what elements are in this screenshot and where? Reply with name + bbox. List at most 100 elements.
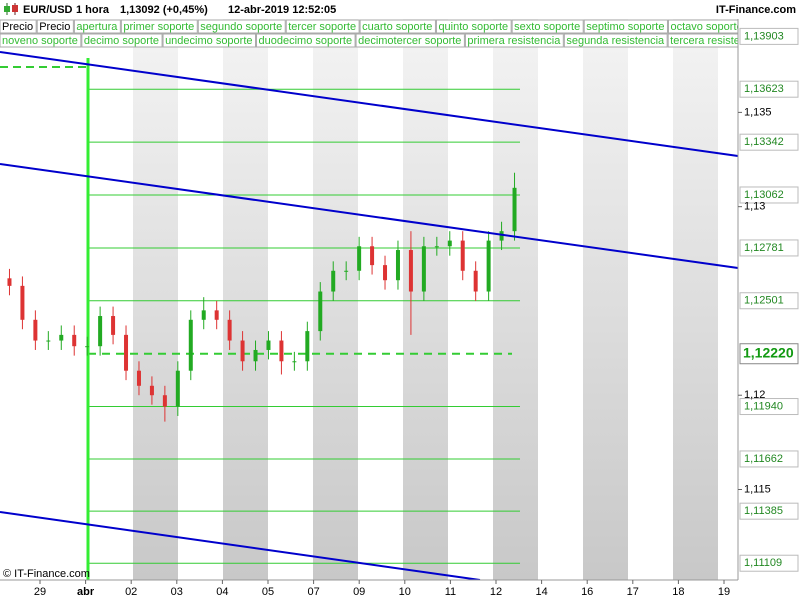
level-label-box bbox=[739, 398, 799, 416]
candle-body bbox=[33, 319, 38, 341]
legend-box bbox=[36, 19, 74, 34]
time-axis-labels: 29 abr 02 03 04 05 07 09 10 11 12 14 16 17 18 19 bbox=[34, 580, 730, 598]
level-label: 1,11109 bbox=[744, 557, 782, 569]
candle-body bbox=[331, 270, 336, 292]
y-tick-label: 1,13 bbox=[744, 201, 765, 213]
level-label-box bbox=[739, 292, 799, 310]
level-label-box bbox=[739, 239, 799, 257]
candle-body bbox=[292, 361, 297, 363]
day-stripe bbox=[673, 19, 718, 580]
legend-entry: Precio bbox=[39, 21, 70, 33]
level-label: 1,13062 bbox=[744, 189, 784, 201]
x-tick-label: 18 bbox=[672, 586, 684, 598]
legend-entry: decimo soporte bbox=[84, 35, 159, 47]
title-bar bbox=[0, 0, 800, 19]
candle-body bbox=[408, 250, 413, 292]
candle-body bbox=[421, 246, 426, 292]
legend-entry: duodecimo soporte bbox=[259, 35, 353, 47]
y-tick-label: 1,12 bbox=[744, 389, 765, 401]
legend-entry: Precio bbox=[2, 21, 33, 33]
legend-entry: segundo soporte bbox=[200, 21, 282, 33]
candle-body bbox=[201, 310, 206, 320]
x-tick-label: 16 bbox=[581, 586, 593, 598]
level-label-box bbox=[739, 502, 799, 520]
legend-entry: primer soporte bbox=[123, 21, 194, 33]
x-tick-label: 09 bbox=[353, 586, 365, 598]
x-tick-label: 03 bbox=[171, 586, 183, 598]
x-tick-label: 19 bbox=[718, 586, 730, 598]
level-label: 1,11385 bbox=[744, 505, 783, 517]
x-tick-label: abr bbox=[77, 586, 95, 598]
candle-body bbox=[188, 319, 193, 371]
candle-body bbox=[318, 291, 323, 332]
legend-entry: undecimo soporte bbox=[165, 35, 252, 47]
level-label: 1,11940 bbox=[744, 400, 783, 412]
price: 1,13092 (+0,45%) bbox=[120, 4, 208, 16]
legend-entry: segunda resistencia bbox=[566, 35, 665, 47]
candle-body bbox=[279, 340, 284, 362]
candle-body bbox=[240, 340, 245, 362]
x-tick-label: 29 bbox=[34, 586, 46, 598]
candles bbox=[7, 172, 517, 422]
legend-entry: septimo soporte bbox=[586, 21, 664, 33]
legend-box bbox=[435, 19, 512, 34]
candle-body bbox=[20, 285, 25, 320]
legend-entry: decimotercer soporte bbox=[358, 35, 461, 47]
candle-body bbox=[305, 331, 310, 362]
x-tick-label: 10 bbox=[399, 586, 411, 598]
current-label: 1,12220 bbox=[743, 344, 794, 360]
candle-body bbox=[395, 250, 400, 281]
legend-box bbox=[256, 33, 356, 48]
x-tick-label: 17 bbox=[627, 586, 639, 598]
candle-body bbox=[512, 187, 517, 232]
day-stripe bbox=[583, 19, 628, 580]
legend-entry: octavo soporte bbox=[670, 21, 742, 33]
y-tick-label: 1,135 bbox=[744, 106, 772, 118]
candle-body bbox=[266, 340, 271, 350]
legend-box bbox=[583, 19, 668, 34]
level-label: 1,12501 bbox=[744, 295, 784, 307]
time-axis-panel bbox=[0, 580, 800, 600]
symbol: EUR/USD bbox=[23, 4, 73, 16]
price-axis-labels: 1,13903 1,13623 1,13342 1,13062 1,12781 1,125… bbox=[738, 27, 799, 572]
candle-body bbox=[175, 370, 180, 407]
legend-box bbox=[511, 19, 584, 34]
candle-body bbox=[214, 310, 219, 320]
candle-body bbox=[162, 395, 167, 407]
legend-box bbox=[81, 33, 163, 48]
legend-entry: primera resistencia bbox=[467, 35, 561, 47]
legend-box bbox=[355, 33, 465, 48]
legend-entry: cuarto soporte bbox=[362, 21, 432, 33]
candle-body bbox=[253, 349, 258, 362]
candle-body bbox=[344, 270, 349, 272]
current-label-box bbox=[739, 343, 799, 365]
candle-body bbox=[72, 334, 77, 347]
candle-body bbox=[227, 319, 232, 341]
legend-entry: apertura bbox=[76, 21, 118, 33]
footer: © IT-Finance.com bbox=[3, 568, 90, 580]
legend-box bbox=[464, 33, 564, 48]
candle-body bbox=[124, 334, 129, 371]
legend-entry: tercer soporte bbox=[288, 21, 356, 33]
brand: IT-Finance.com bbox=[716, 4, 796, 16]
x-tick-label: 12 bbox=[490, 586, 502, 598]
trend-line bbox=[0, 511, 481, 581]
candle-body bbox=[7, 278, 12, 286]
legend-box bbox=[120, 19, 198, 34]
candle-body bbox=[357, 246, 362, 271]
candle-body bbox=[136, 370, 141, 386]
level-label: 1,11662 bbox=[744, 453, 783, 465]
trend-line bbox=[0, 163, 739, 269]
level-label-box bbox=[739, 133, 799, 151]
day-stripe bbox=[223, 19, 268, 580]
candle-body bbox=[59, 334, 64, 341]
legend-box bbox=[0, 33, 82, 48]
legend: Precio Precio apertura primer soporte segund… bbox=[0, 19, 761, 48]
x-tick-label: 07 bbox=[307, 586, 319, 598]
candle-body bbox=[460, 240, 465, 271]
candle-icon bbox=[4, 3, 18, 15]
legend-entry: noveno soporte bbox=[2, 35, 78, 47]
datetime: 12-abr-2019 12:52:05 bbox=[228, 4, 336, 16]
